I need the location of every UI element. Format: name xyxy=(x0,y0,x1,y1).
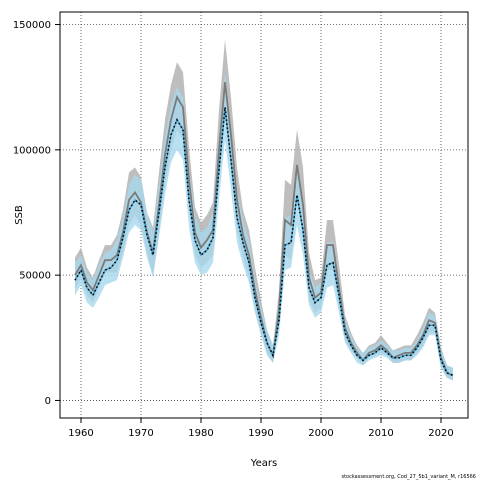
y-tick-label: 0 xyxy=(45,396,51,407)
grey-series-line xyxy=(74,82,454,377)
x-tick-label: 1970 xyxy=(128,428,153,439)
x-tick-label: 1980 xyxy=(188,428,213,439)
y-tick-label: 150000 xyxy=(13,20,51,31)
x-tick-label: 2020 xyxy=(428,428,453,439)
x-tick-label: 1960 xyxy=(68,428,93,439)
y-tick-label: 50000 xyxy=(19,271,51,282)
blue-confidence-band xyxy=(75,72,453,381)
y-tick-label: 100000 xyxy=(13,145,51,156)
axes: 1960 1970 1980 1990 2000 2010 2020 0 50000 100000… xyxy=(13,20,454,439)
plot-frame xyxy=(59,11,469,419)
x-tick-label: 2010 xyxy=(368,428,393,439)
x-tick-label: 2000 xyxy=(308,428,333,439)
x-axis-title: Years xyxy=(250,458,277,469)
y-axis-title: SSB xyxy=(14,205,25,225)
grid xyxy=(60,12,468,418)
credit-text: stockassessment.org, Cod_27_5b1_variant_… xyxy=(341,474,476,480)
dotted-series-line xyxy=(74,107,454,377)
x-tick-label: 1990 xyxy=(248,428,273,439)
series-lines xyxy=(74,82,454,377)
